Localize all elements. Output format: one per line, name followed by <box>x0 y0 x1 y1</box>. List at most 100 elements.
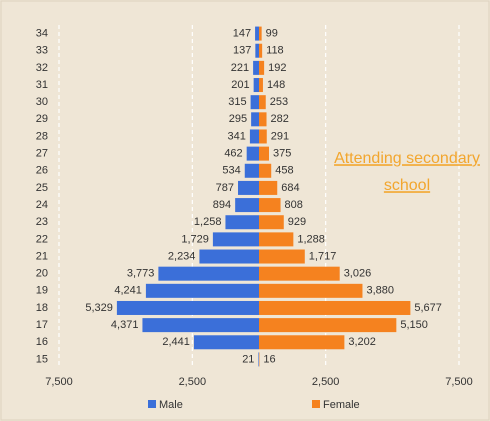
bar <box>255 43 259 58</box>
value-label: 295 <box>229 113 247 125</box>
y-tick-label: 34 <box>36 27 48 39</box>
value-label: 1,717 <box>309 250 337 262</box>
value-label: 894 <box>213 199 231 211</box>
value-label: 1,729 <box>181 233 209 245</box>
value-label: 2,234 <box>168 250 196 262</box>
value-label: 99 <box>266 27 278 39</box>
value-label: 16 <box>263 353 275 365</box>
value-label: 147 <box>233 27 251 39</box>
bar <box>259 249 305 264</box>
y-tick-label: 19 <box>36 285 48 297</box>
value-label: 3,026 <box>344 268 372 280</box>
value-label: 5,329 <box>85 302 113 314</box>
x-tick-label: 2,500 <box>179 376 207 388</box>
x-tick-label: 2,500 <box>312 376 340 388</box>
value-label: 253 <box>270 96 288 108</box>
value-label: 3,773 <box>127 268 155 280</box>
value-label: 148 <box>267 79 285 91</box>
bar <box>212 232 259 247</box>
bar <box>193 335 259 350</box>
value-label: 221 <box>231 62 249 74</box>
y-tick-label: 33 <box>36 45 48 57</box>
value-label: 3,880 <box>366 285 394 297</box>
value-label: 291 <box>271 130 289 142</box>
y-tick-label: 17 <box>36 319 48 331</box>
bar <box>259 60 265 75</box>
value-label: 375 <box>273 148 291 160</box>
value-label: 462 <box>224 148 242 160</box>
bar <box>259 232 294 247</box>
value-label: 5,677 <box>414 302 442 314</box>
bar <box>145 283 259 298</box>
value-label: 5,150 <box>400 319 428 331</box>
value-label: 21 <box>242 353 254 365</box>
value-label: 808 <box>285 199 303 211</box>
bar <box>259 215 284 230</box>
bar <box>116 300 259 315</box>
value-label: 1,258 <box>194 216 222 228</box>
y-tick-label: 24 <box>36 199 48 211</box>
bar <box>259 283 363 298</box>
bar <box>259 266 340 281</box>
bar <box>258 352 259 367</box>
value-label: 3,202 <box>348 336 376 348</box>
annotation: Attending secondary <box>334 150 480 167</box>
y-tick-label: 20 <box>36 268 48 280</box>
x-tick-label: 7,500 <box>45 376 73 388</box>
bar <box>259 26 262 41</box>
bar <box>259 300 411 315</box>
value-label: 118 <box>266 45 284 57</box>
y-tick-label: 27 <box>36 148 48 160</box>
bar <box>199 249 259 264</box>
value-label: 684 <box>281 182 299 194</box>
value-label: 458 <box>275 165 293 177</box>
y-tick-label: 21 <box>36 250 48 262</box>
bar <box>253 60 259 75</box>
bar <box>259 112 267 127</box>
bar <box>259 318 397 333</box>
value-label: 534 <box>222 165 240 177</box>
bar <box>255 26 259 41</box>
value-label: 787 <box>216 182 234 194</box>
value-label: 929 <box>288 216 306 228</box>
value-label: 315 <box>228 96 246 108</box>
bar <box>259 43 263 58</box>
y-tick-label: 31 <box>36 79 48 91</box>
y-tick-label: 22 <box>36 233 48 245</box>
y-tick-label: 25 <box>36 182 48 194</box>
bar <box>246 146 259 161</box>
y-tick-label: 23 <box>36 216 48 228</box>
bar <box>235 198 259 213</box>
legend-label: Male <box>159 399 183 411</box>
bar <box>250 95 259 110</box>
y-tick-label: 28 <box>36 130 48 142</box>
legend-swatch <box>148 400 156 408</box>
value-label: 282 <box>271 113 289 125</box>
y-tick-label: 30 <box>36 96 48 108</box>
bar <box>253 78 259 93</box>
bar <box>244 163 259 178</box>
y-tick-label: 16 <box>36 336 48 348</box>
value-label: 4,241 <box>114 285 142 297</box>
value-label: 201 <box>231 79 249 91</box>
bar <box>158 266 259 281</box>
y-tick-label: 26 <box>36 165 48 177</box>
bar <box>238 180 259 195</box>
bar <box>259 180 278 195</box>
bar <box>259 146 269 161</box>
bar <box>259 129 267 144</box>
y-tick-label: 32 <box>36 62 48 74</box>
bar <box>259 198 281 213</box>
legend-swatch <box>312 400 320 408</box>
bar <box>259 78 263 93</box>
x-tick-label: 7,500 <box>445 376 473 388</box>
value-label: 137 <box>233 45 251 57</box>
bar <box>259 335 345 350</box>
y-tick-label: 18 <box>36 302 48 314</box>
y-tick-label: 29 <box>36 113 48 125</box>
y-tick-label: 15 <box>36 353 48 365</box>
value-label: 4,371 <box>111 319 139 331</box>
bar <box>251 112 259 127</box>
